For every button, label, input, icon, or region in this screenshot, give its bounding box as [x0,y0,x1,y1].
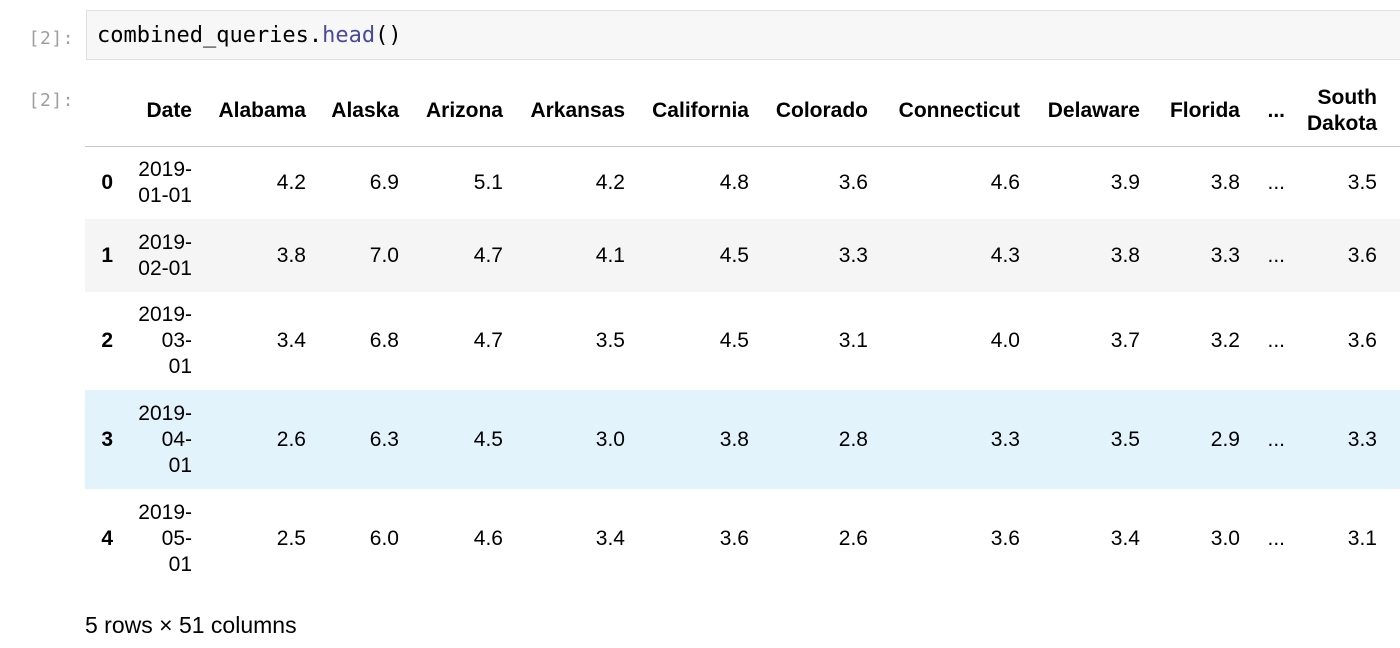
value-cell: 3.5 [1257,147,1377,219]
row-index: 2 [85,292,113,390]
row-index: 1 [85,219,113,292]
value-cell: 4.2 [507,147,625,219]
table-row[interactable]: 3 2019- 04- 01 2.6 6.3 4.5 3.0 3.8 2.8 3.3 3.5 2.9..… [85,390,1400,489]
value-cell: 3.1 [758,292,868,390]
code-cell[interactable]: combined_queries.head() [86,10,1400,60]
value-cell: 3.4 [507,489,625,588]
date-cell: 2019- 04- 01 [130,390,192,489]
value-cell: 3.3 [758,219,868,292]
value-cell: 3.1 [1257,489,1377,588]
value-cell: 3.0 [1145,489,1240,588]
value-cell: 6.0 [309,489,399,588]
row-index: 3 [85,390,113,489]
column-header: Arkansas [507,76,625,146]
value-cell: 3.8 [1025,219,1140,292]
code-object: combined_queries [97,23,309,48]
column-header: Connecticut [875,76,1020,146]
table-row[interactable]: 1 2019- 02-01 3.8 7.0 4.7 4.1 4.5 3.3 4.3 3.8 3.3..… [85,219,1400,292]
date-cell: 2019- 03- 01 [130,292,192,390]
column-header: Alaska [309,76,399,146]
column-header: Delaware [1025,76,1140,146]
value-cell: 2.9 [1145,390,1240,489]
value-cell: 3.7 [1025,292,1140,390]
column-header: Florida [1145,76,1240,146]
value-cell: 3.6 [875,489,1020,588]
value-cell: 3.6 [758,147,868,219]
value-cell: 5.1 [413,147,503,219]
value-cell: 4.3 [875,219,1020,292]
value-cell: 4.2 [196,147,306,219]
table-row[interactable]: 2 2019- 03- 01 3.4 6.8 4.7 3.5 4.5 3.1 4.0 3.7 3.2..… [85,292,1400,390]
code-method: head [322,23,375,48]
value-cell: 3.3 [1257,390,1377,489]
value-cell: 3.6 [1257,219,1377,292]
row-index: 4 [85,489,113,588]
value-cell: 3.2 [1145,292,1240,390]
column-header: ... [1245,76,1285,146]
column-header: Date [112,76,192,146]
value-cell: 4.5 [629,219,749,292]
dataframe-table: Date Alabama Alaska Arizona Arkansas Californ… [85,76,1400,588]
column-header: Alabama [196,76,306,146]
value-cell: 3.5 [507,292,625,390]
value-cell: 3.8 [629,390,749,489]
code-dot: . [309,23,322,48]
value-cell: 4.6 [413,489,503,588]
value-cell: 4.7 [413,219,503,292]
date-cell: 2019- 01-01 [130,147,192,219]
value-cell: 2.6 [196,390,306,489]
column-header: Colorado [758,76,868,146]
value-cell: 3.8 [1145,147,1240,219]
value-cell: 3.5 [1025,390,1140,489]
table-header: Date Alabama Alaska Arizona Arkansas Californ… [85,76,1400,147]
input-prompt: [2]: [0,28,74,49]
value-cell: 6.9 [309,147,399,219]
value-cell: 7.0 [309,219,399,292]
value-cell: 4.1 [507,219,625,292]
value-cell: 4.5 [413,390,503,489]
value-cell: 3.9 [1025,147,1140,219]
dataframe-shape-footer: 5 rows × 51 columns [85,612,297,639]
output-prompt: [2]: [0,90,74,111]
column-header: South Dakota [1297,76,1377,146]
value-cell: 3.8 [196,219,306,292]
column-header: California [629,76,749,146]
value-cell: 2.5 [196,489,306,588]
value-cell: 3.3 [875,390,1020,489]
value-cell: 2.6 [758,489,868,588]
value-cell: 3.6 [629,489,749,588]
value-cell: 3.6 [1257,292,1377,390]
value-cell: 4.8 [629,147,749,219]
date-cell: 2019- 05- 01 [130,489,192,588]
value-cell: 6.3 [309,390,399,489]
value-cell: 3.3 [1145,219,1240,292]
code-text[interactable]: combined_queries.head() [97,23,402,48]
table-row[interactable]: 4 2019- 05- 01 2.5 6.0 4.6 3.4 3.6 2.6 3.6 3.4 3.0..… [85,489,1400,588]
value-cell: 4.5 [629,292,749,390]
row-index: 0 [85,147,113,219]
value-cell: 3.4 [1025,489,1140,588]
value-cell: 6.8 [309,292,399,390]
table-body: 0 2019- 01-01 4.2 6.9 5.1 4.2 4.8 3.6 4.6 3.9 3.8..… [85,147,1400,588]
table-row[interactable]: 0 2019- 01-01 4.2 6.9 5.1 4.2 4.8 3.6 4.6 3.9 3.8..… [85,147,1400,219]
value-cell: 3.4 [196,292,306,390]
code-parens: () [375,23,402,48]
column-header: Arizona [413,76,503,146]
value-cell: 2.8 [758,390,868,489]
value-cell: 4.6 [875,147,1020,219]
value-cell: 4.0 [875,292,1020,390]
date-cell: 2019- 02-01 [130,219,192,292]
value-cell: 4.7 [413,292,503,390]
value-cell: 3.0 [507,390,625,489]
